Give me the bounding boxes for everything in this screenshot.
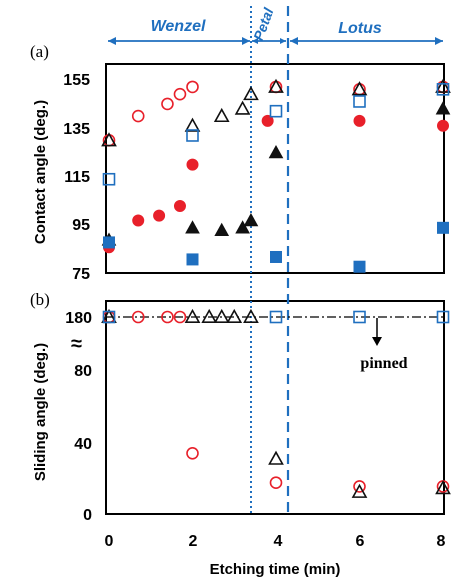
panel-b-y-tick-label: 180: [65, 310, 92, 327]
contact-angle-open-circle-marker: [131, 109, 145, 123]
contact-angle-open-square-marker: [436, 83, 450, 96]
pinned-annotation: pinned: [360, 355, 407, 372]
sliding-angle-open-triangle-marker: [213, 308, 230, 324]
contact-angle-open-square-marker: [269, 104, 283, 118]
x-tick-label: 2: [189, 533, 198, 550]
sliding-angle-open-triangle-marker: [201, 308, 218, 324]
contact-angle-open-square-marker: [353, 95, 366, 108]
contact-angle-filled-square-marker: [437, 221, 449, 234]
sliding-angle-open-triangle-marker: [435, 480, 451, 495]
contact-angle-filled-circle-marker: [261, 114, 274, 127]
contact-angle-filled-triangle-marker: [243, 213, 259, 227]
panel-b-y-tick-label: 80: [74, 363, 92, 380]
contact-angle-open-triangle-marker: [435, 78, 451, 93]
sliding-angle-open-circle-marker: [131, 310, 145, 324]
x-tick-label: 8: [437, 533, 446, 550]
panel-a-y-tick-label: 95: [72, 217, 90, 234]
panel-a-y-tick-label: 115: [64, 169, 90, 186]
sliding-angle-open-triangle-marker: [243, 308, 259, 324]
wenzel-arrow-left-head: [108, 37, 116, 45]
contact-angle-open-triangle-marker: [213, 107, 230, 123]
contact-angle-filled-triangle-marker: [268, 144, 284, 159]
petal-label: Petal: [250, 5, 277, 43]
contact-angle-filled-triangle-marker: [435, 101, 451, 115]
sliding-angle-open-circle-marker: [186, 446, 199, 460]
contact-angle-filled-square-marker: [270, 250, 282, 263]
x-axis-title: Etching time (min): [210, 561, 341, 578]
sliding-angle-open-triangle-marker: [226, 308, 243, 324]
contact-angle-filled-circle-marker: [186, 158, 199, 171]
panel-a-label: (a): [30, 42, 49, 61]
wenzel-arrow-right-head: [242, 37, 250, 45]
sliding-angle-open-triangle-marker: [351, 483, 368, 498]
panel-a-y-tick-label: 135: [63, 121, 90, 138]
contact-angle-filled-circle-marker: [173, 199, 186, 212]
sliding-angle-open-square-marker: [102, 310, 116, 324]
contact-angle-open-circle-marker: [186, 80, 199, 94]
sliding-angle-open-circle-marker: [161, 310, 174, 324]
x-tick-label: 0: [105, 533, 114, 550]
contact-angle-open-triangle-marker: [101, 132, 117, 147]
panel-b-frame: [105, 300, 445, 515]
contact-angle-open-circle-marker: [161, 97, 174, 111]
petal-arrow-right-head: [280, 38, 286, 44]
sliding-angle-open-square-marker: [436, 310, 450, 324]
x-tick-label: 6: [356, 533, 365, 550]
lotus-arrow-left-head: [290, 37, 298, 45]
contact-angle-open-circle-marker: [173, 87, 187, 101]
lotus-label: Lotus: [338, 20, 382, 37]
panel-b-y-tick-label: 40: [74, 436, 92, 453]
contact-angle-filled-circle-marker: [153, 209, 166, 222]
axis-break-mark: ≈: [71, 333, 82, 355]
sliding-angle-open-square-marker: [353, 310, 366, 324]
sliding-angle-open-circle-marker: [173, 310, 187, 324]
sliding-angle-open-square-marker: [269, 310, 283, 324]
x-tick-label: 4: [274, 533, 283, 550]
contact-angle-filled-square-marker: [353, 260, 366, 273]
regime-annotations: [108, 37, 443, 45]
contact-angle-open-square-marker: [186, 129, 199, 142]
sliding-angle-open-triangle-marker: [184, 308, 201, 324]
sliding-angle-open-triangle-marker: [268, 450, 284, 465]
contact-angle-filled-square-marker: [186, 253, 199, 266]
panel-a-frame: [105, 63, 445, 274]
panel-b-y-tick-label: 0: [83, 507, 92, 524]
contact-angle-filled-triangle-marker: [235, 220, 250, 234]
lotus-arrow-right-head: [435, 37, 443, 45]
panel-a-markers: [101, 78, 451, 273]
contact-angle-open-triangle-marker: [268, 78, 284, 93]
contact-angle-filled-triangle-marker: [214, 222, 230, 236]
petal-arrow-left-head: [252, 38, 258, 44]
contact-angle-filled-circle-marker: [132, 214, 145, 227]
contact-angle-filled-square-marker: [103, 236, 115, 249]
contact-angle-open-triangle-marker: [234, 100, 251, 115]
contact-angle-filled-circle-marker: [353, 114, 366, 127]
contact-angle-filled-triangle-marker: [185, 220, 200, 234]
wenzel-label: Wenzel: [151, 18, 206, 35]
panel-b-label: (b): [30, 290, 50, 309]
contact-angle-open-triangle-marker: [243, 86, 259, 101]
contact-angle-open-triangle-marker: [351, 81, 368, 96]
contact-angle-open-square-marker: [102, 172, 116, 186]
contact-angle-open-triangle-marker: [184, 117, 201, 132]
pinned-arrow-head: [372, 337, 382, 346]
panel-a-y-tick-label: 155: [63, 72, 90, 89]
panel-a-y-axis-title: Contact angle (deg.): [32, 100, 49, 244]
panel-b-markers: [101, 308, 451, 498]
panel-a-y-tick-label: 75: [72, 266, 90, 283]
sliding-angle-open-circle-marker: [269, 476, 283, 490]
panel-b-y-axis-title: Sliding angle (deg.): [32, 343, 49, 481]
contact-angle-filled-circle-marker: [437, 119, 449, 132]
sliding-angle-open-circle-marker: [353, 480, 366, 493]
